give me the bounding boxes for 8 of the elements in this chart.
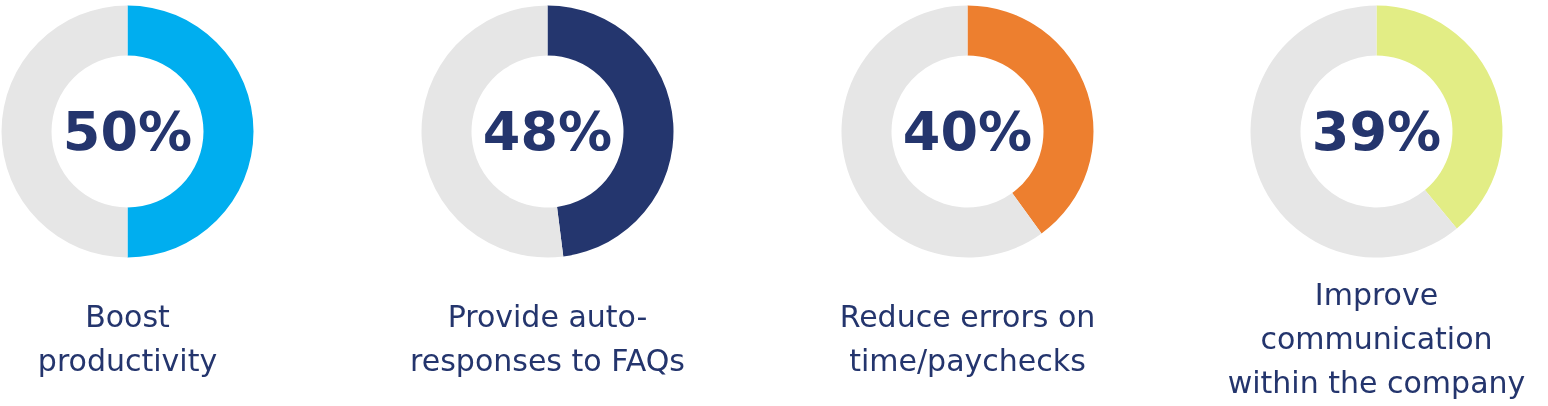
text: 40%	[902, 100, 1033, 163]
text: 39%	[1311, 100, 1442, 163]
text: 48%	[482, 100, 613, 163]
text: Improve communication within the company	[1227, 277, 1526, 400]
text: Reduce errors on time/paychecks	[839, 299, 1096, 378]
text: Boost productivity	[37, 299, 218, 378]
text: 50%	[62, 100, 193, 163]
text: Provide auto- responses to FAQs	[410, 299, 685, 378]
